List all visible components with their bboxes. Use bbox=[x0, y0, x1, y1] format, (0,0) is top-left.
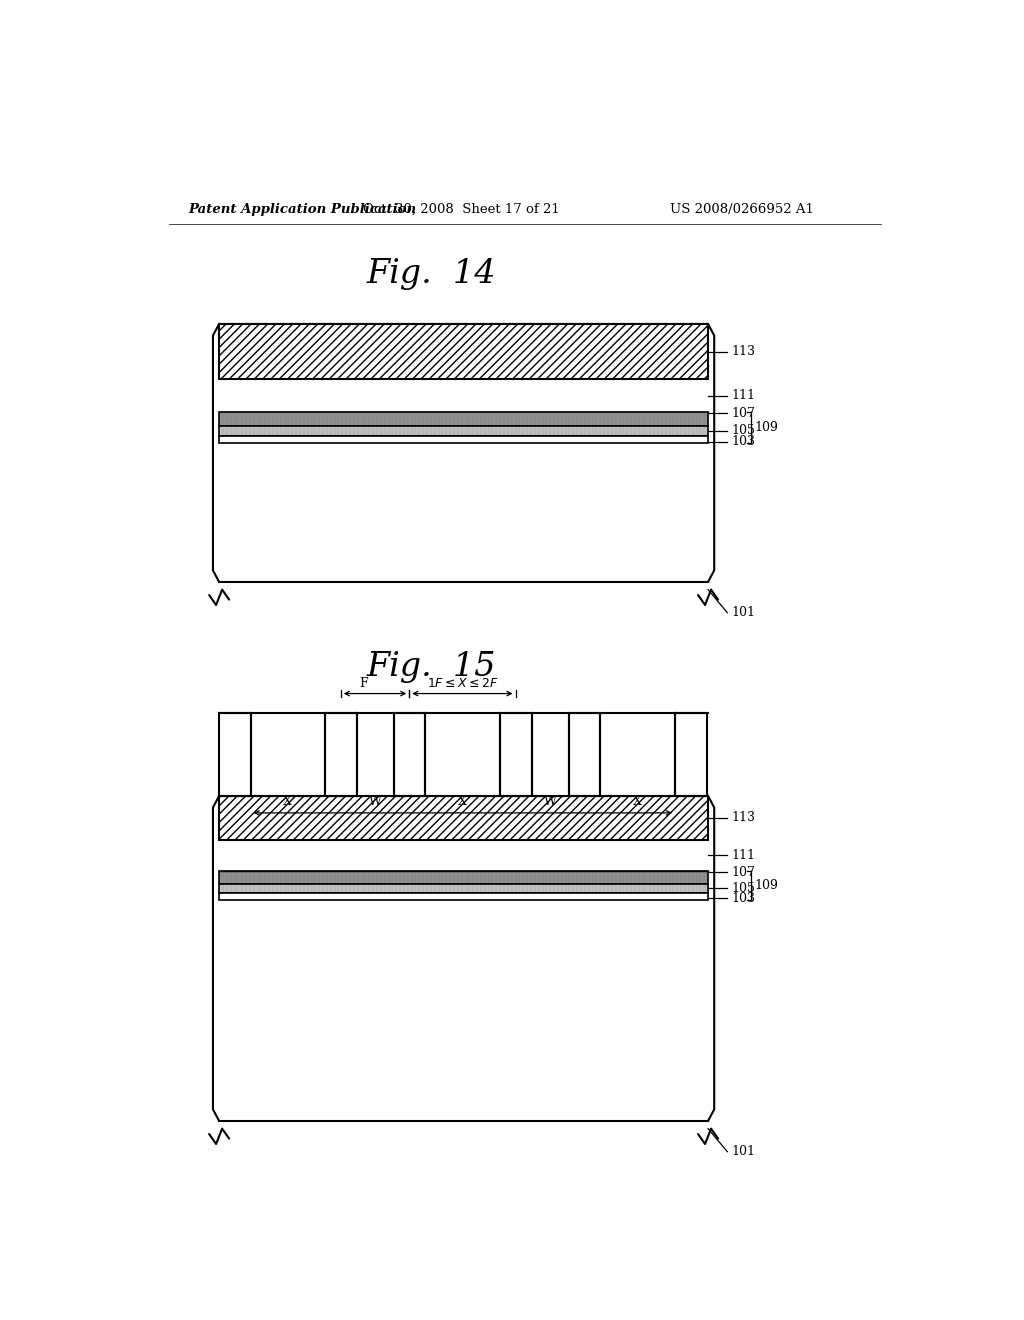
Bar bbox=[394, 713, 425, 796]
Text: US 2008/0266952 A1: US 2008/0266952 A1 bbox=[670, 203, 813, 216]
Text: Oct. 30, 2008  Sheet 17 of 21: Oct. 30, 2008 Sheet 17 of 21 bbox=[364, 203, 560, 216]
Bar bbox=[219, 871, 708, 884]
Text: W: W bbox=[369, 795, 382, 808]
Text: 105: 105 bbox=[731, 424, 755, 437]
Text: X: X bbox=[633, 795, 642, 808]
Text: W: W bbox=[544, 795, 557, 808]
Bar bbox=[568, 713, 600, 796]
Text: X: X bbox=[458, 795, 467, 808]
Bar bbox=[219, 713, 251, 796]
Bar bbox=[251, 713, 326, 796]
Text: X: X bbox=[284, 795, 292, 808]
Text: 105: 105 bbox=[731, 882, 755, 895]
Text: Patent Application Publication: Patent Application Publication bbox=[188, 203, 417, 216]
Bar bbox=[219, 884, 708, 892]
Bar bbox=[219, 425, 708, 436]
Bar bbox=[219, 436, 708, 444]
Text: 113: 113 bbox=[731, 345, 755, 358]
Bar bbox=[500, 713, 531, 796]
Text: F: F bbox=[358, 677, 368, 689]
Bar bbox=[326, 713, 357, 796]
Text: 115b: 115b bbox=[587, 751, 640, 764]
Text: $1F\leq X\leq 2F$: $1F\leq X\leq 2F$ bbox=[427, 677, 499, 689]
Text: 111: 111 bbox=[731, 389, 755, 403]
Text: Fig.  14: Fig. 14 bbox=[367, 259, 496, 290]
Bar bbox=[219, 796, 708, 840]
Text: 107: 107 bbox=[731, 407, 755, 420]
Text: 107: 107 bbox=[731, 866, 755, 879]
Text: 103: 103 bbox=[731, 892, 755, 906]
Text: 101: 101 bbox=[731, 606, 755, 619]
Bar bbox=[219, 412, 708, 425]
Text: 109: 109 bbox=[755, 421, 778, 434]
Text: 103: 103 bbox=[731, 436, 755, 449]
Bar bbox=[357, 713, 394, 796]
Text: 113: 113 bbox=[731, 812, 755, 825]
Bar bbox=[675, 713, 707, 796]
Bar bbox=[531, 713, 568, 796]
Text: 101: 101 bbox=[731, 1146, 755, 1158]
Text: 111: 111 bbox=[731, 849, 755, 862]
Bar bbox=[219, 892, 708, 900]
Text: 115a: 115a bbox=[283, 751, 338, 764]
Bar bbox=[600, 713, 675, 796]
Bar bbox=[425, 713, 500, 796]
Text: 109: 109 bbox=[755, 879, 778, 892]
Text: Fig.  15: Fig. 15 bbox=[367, 651, 496, 684]
Bar bbox=[219, 323, 708, 379]
